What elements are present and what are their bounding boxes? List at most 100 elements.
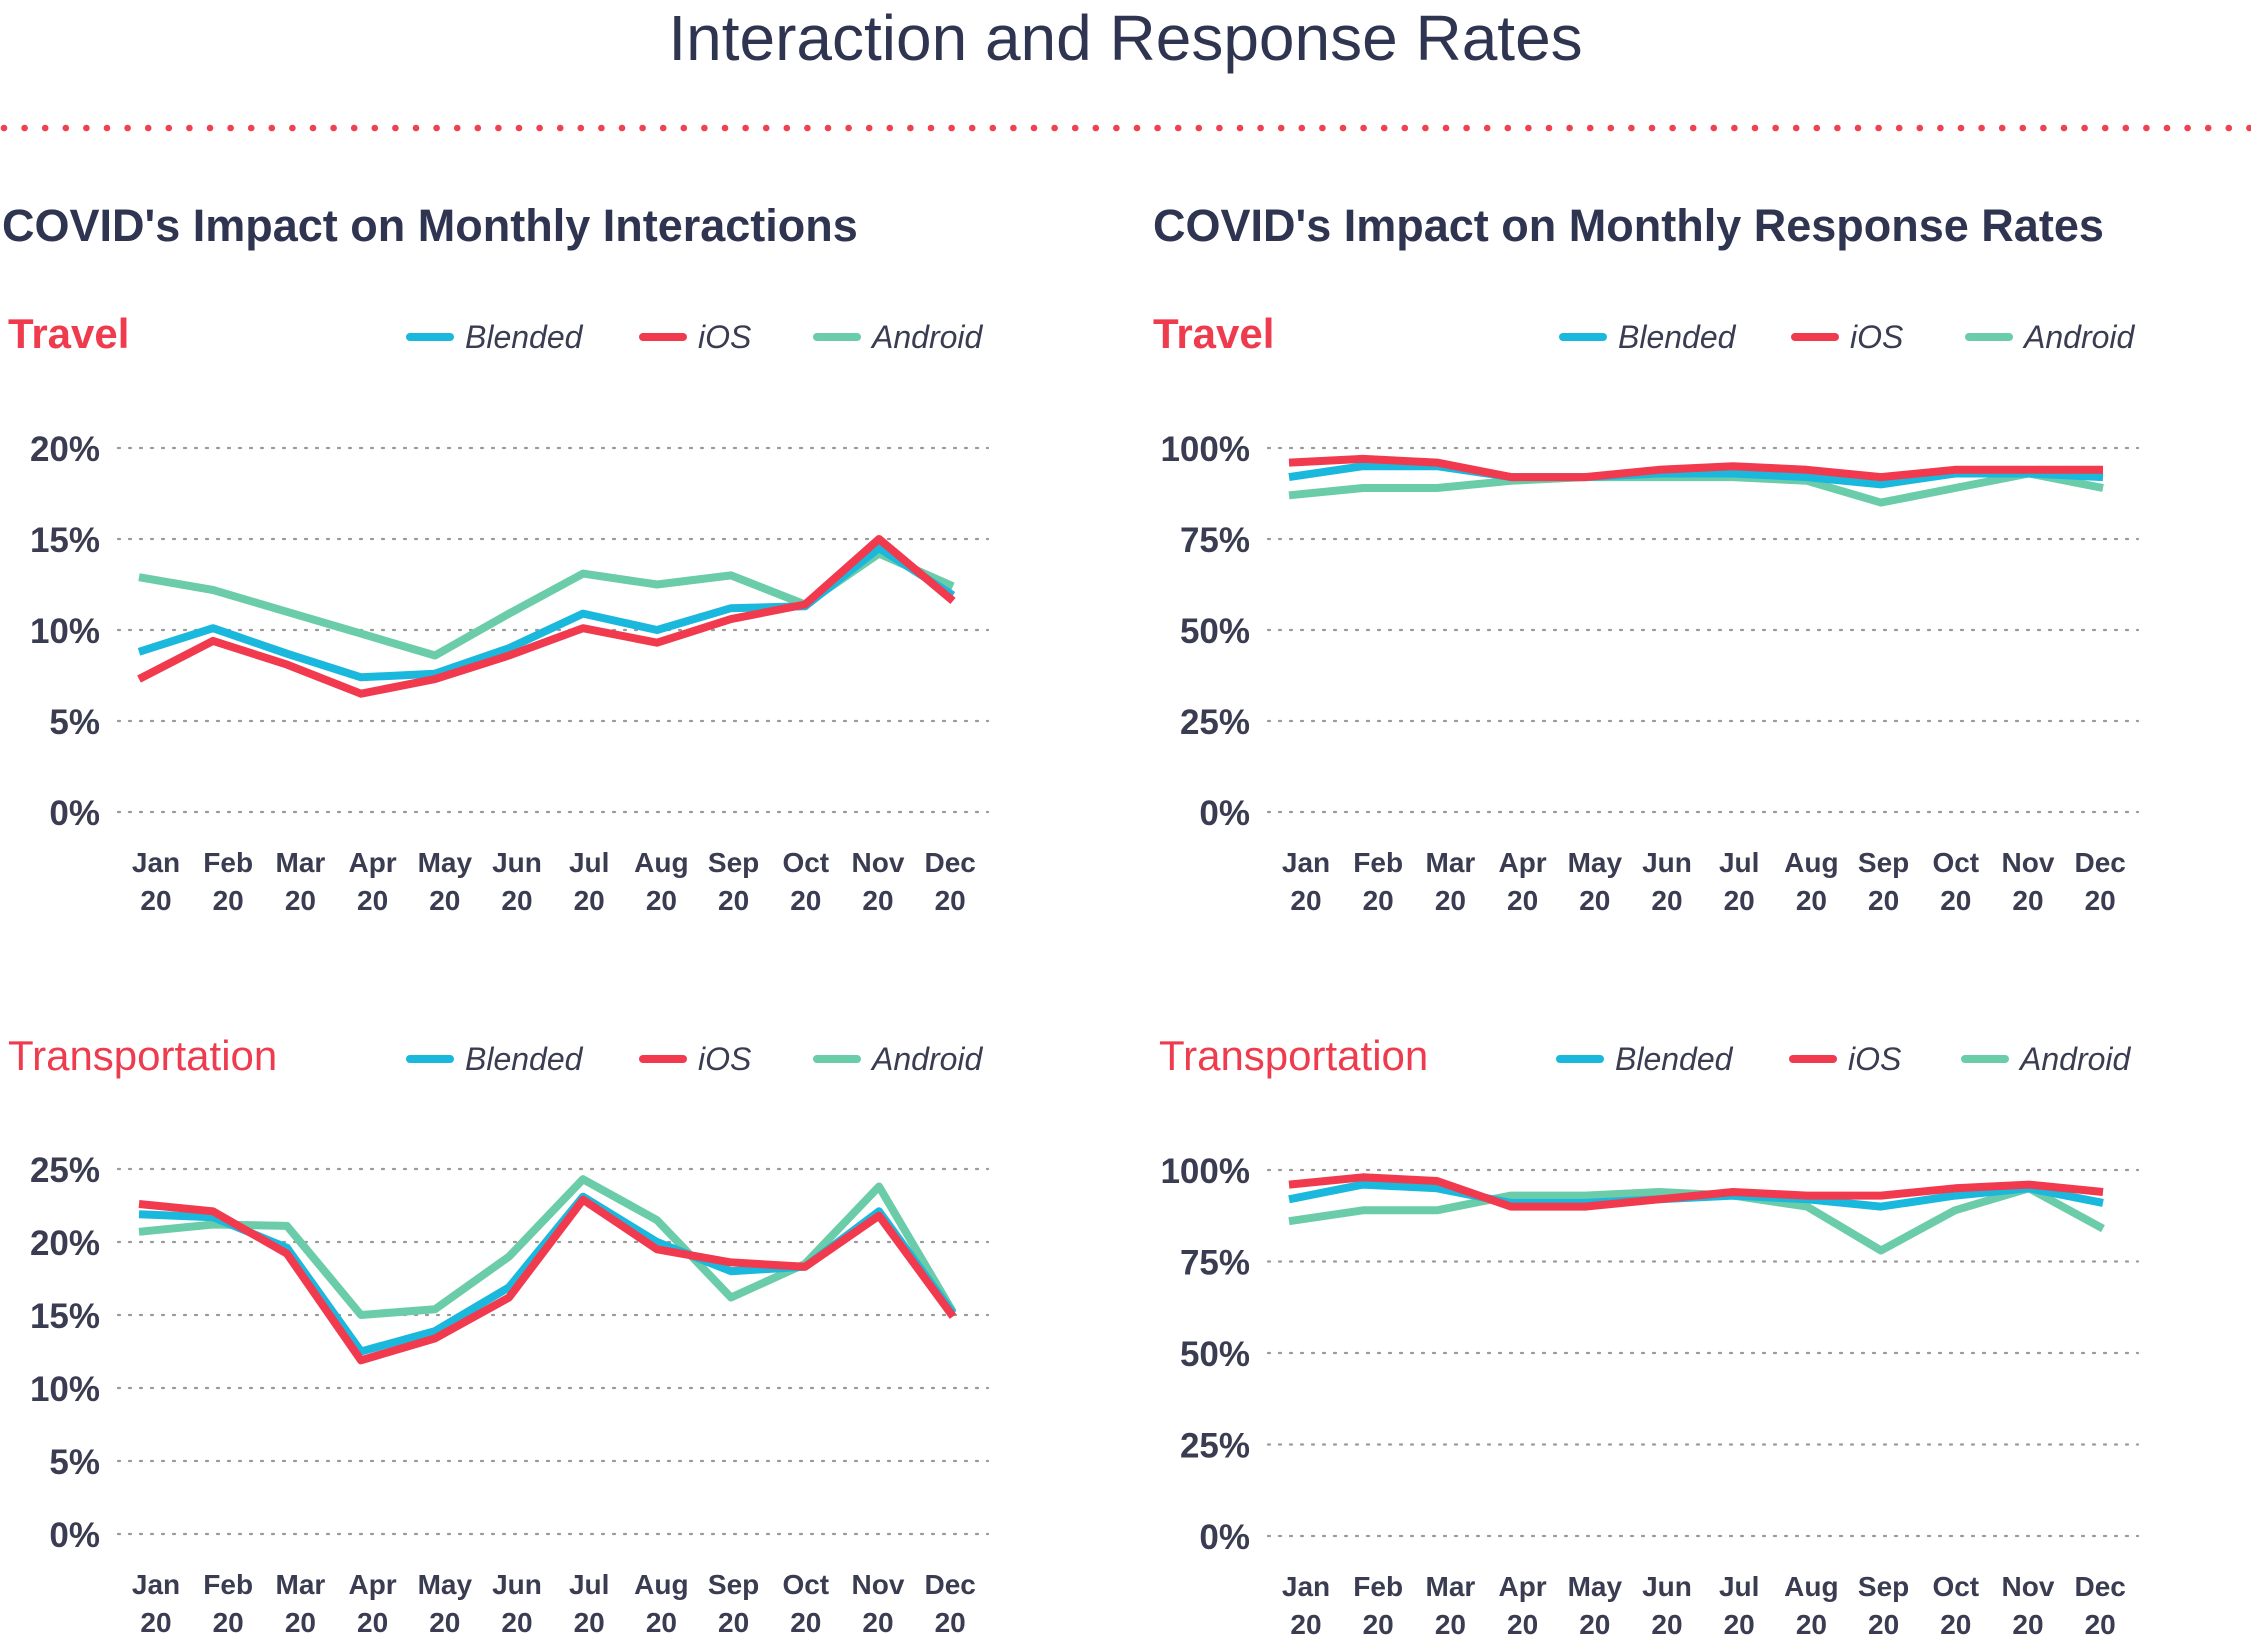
x-tick-month: Feb [1353,847,1403,878]
divider-dot [1051,124,1058,132]
x-tick-month: Jun [1642,847,1692,878]
divider-dot [371,124,379,132]
y-tick-label: 50% [1180,1335,1250,1374]
divider-dot [1380,124,1388,132]
divider-dot [0,124,8,132]
x-tick-month: Dec [2075,1571,2126,1602]
x-tick-year: 20 [790,1607,821,1636]
y-tick-label: 25% [1180,703,1250,742]
x-tick-year: 20 [357,1607,388,1636]
divider-dot [1071,124,1079,132]
divider-dot [268,124,276,132]
divider-dot [453,124,461,132]
divider-dot [1875,124,1882,132]
x-tick-year: 20 [574,1607,605,1636]
x-tick-year: 20 [935,885,966,916]
divider-dot [886,124,894,132]
divider-dot [186,124,193,132]
divider-dot [165,124,173,132]
divider-dot [556,124,564,132]
divider-dot [1174,124,1182,132]
divider-dot [1319,124,1326,132]
divider-dot [948,124,955,132]
chart-travel-interactions: Travel Blended iOS Android 0% 5% 10% 15% 20% Jan 2… [8,310,990,916]
x-tick-month: May [418,1569,473,1600]
legend-label-android: Android [870,1041,984,1077]
x-tick-year: 20 [140,1607,171,1636]
x-tick-year: 20 [1579,1609,1610,1636]
x-tick-year: 20 [213,1607,244,1636]
divider-dot [1401,124,1409,132]
x-tick-month: Sep [1858,847,1909,878]
divider-dot [2163,124,2171,132]
x-tick-year: 20 [646,885,677,916]
x-tick-year: 20 [646,1607,677,1636]
y-tick-label: 50% [1180,612,1250,651]
divider-dot [639,124,646,132]
divider-dot [412,124,420,132]
x-tick-month: Apr [1498,847,1546,878]
x-tick-month: Feb [1353,1571,1403,1602]
section-title-response-rates: COVID's Impact on Monthly Response Rates [1153,200,2104,251]
x-tick-year: 20 [1796,885,1827,916]
divider-dot [1154,124,1161,132]
divider-dot [227,124,234,132]
divider-dot [2101,124,2109,132]
x-tick-month: Jan [132,847,180,878]
y-tick-label: 10% [30,612,100,651]
divider-dot [1895,124,1903,132]
x-tick-month: Oct [1932,1571,1979,1602]
chart-label: Travel [8,310,129,357]
x-tick-year: 20 [501,1607,532,1636]
y-tick-label: 0% [1199,1518,1250,1557]
legend-label-android: Android [2022,319,2136,355]
divider-dot [2204,124,2212,132]
divider-dot [1463,124,1470,132]
x-tick-year: 20 [1940,885,1971,916]
divider-dot [1545,124,1553,132]
series-line-ios [137,535,956,698]
x-tick-month: Mar [1426,847,1476,878]
x-tick-month: Jun [492,1569,542,1600]
divider-dot [577,124,585,132]
divider-dot [1504,124,1512,132]
y-tick-label: 5% [49,703,100,742]
y-tick-label: 10% [30,1370,100,1409]
section-title-interactions: COVID's Impact on Monthly Interactions [2,200,858,251]
divider-dot [1607,124,1615,132]
x-tick-year: 20 [285,885,316,916]
divider-dot [206,124,214,132]
legend-label-blended: Blended [1618,319,1737,355]
divider-dot [1566,124,1573,132]
divider-dot [1030,124,1038,132]
x-tick-month: May [1568,847,1623,878]
divider-dot [2246,124,2251,132]
x-tick-year: 20 [1868,1609,1899,1636]
divider-dot [762,124,770,132]
chart-label: Travel [1153,310,1274,357]
y-tick-label: 100% [1160,430,1250,469]
x-tick-year: 20 [429,1607,460,1636]
divider-dot [598,124,605,132]
divider-dot [721,124,729,132]
divider-dot [1216,124,1223,132]
y-tick-label: 15% [30,521,100,560]
x-tick-year: 20 [1724,885,1755,916]
x-tick-month: Jan [1282,847,1330,878]
divider-dot [1442,124,1450,132]
y-tick-label: 75% [1180,1244,1250,1283]
y-tick-label: 5% [49,1443,100,1482]
x-tick-year: 20 [285,1607,316,1636]
x-tick-year: 20 [1290,885,1321,916]
series-line-android [1288,469,2104,507]
divider-dot [2019,124,2027,132]
legend-label-ios: iOS [1850,319,1903,355]
y-tick-label: 0% [49,1516,100,1555]
divider-dot [1195,124,1203,132]
chart-transportation-response-rates: Transportation Blended iOS Android 0% 25% 50% 7… [1159,1032,2140,1636]
x-tick-month: Nov [2002,1571,2055,1602]
x-tick-month: Jul [1719,847,1759,878]
divider-dot [83,124,90,132]
divider-dot [536,124,543,132]
divider-dot [1628,124,1635,132]
